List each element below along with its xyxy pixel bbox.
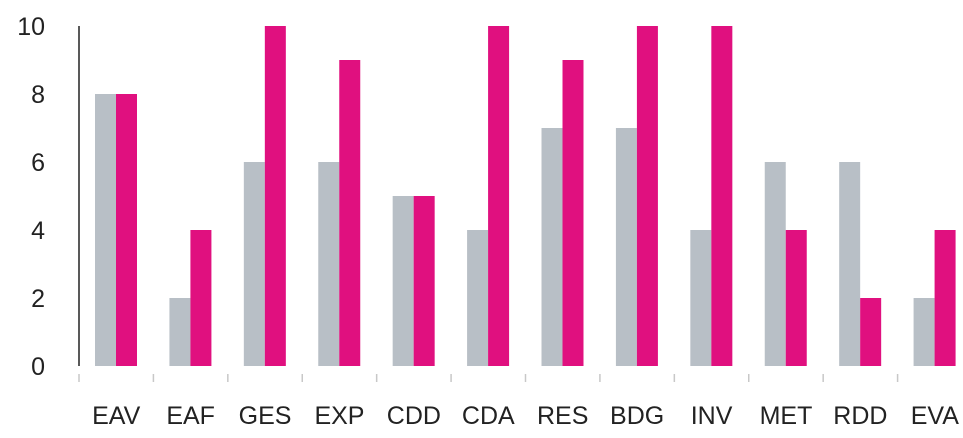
bar-ges-series-2 (264, 26, 286, 366)
x-tick-label: INV (691, 402, 733, 430)
bar-met-series-2 (785, 230, 807, 366)
bars-layer (95, 26, 956, 366)
bar-rdd-series-2 (860, 298, 882, 366)
x-tick-label: EXP (314, 402, 364, 430)
bar-res-series-1 (541, 128, 563, 366)
x-tick-label: CDA (462, 402, 515, 430)
y-tick-label: 0 (31, 353, 45, 381)
bar-eva-series-1 (913, 298, 935, 366)
bar-eav-series-1 (95, 94, 116, 366)
bar-eaf-series-2 (190, 230, 212, 366)
bar-exp-series-1 (318, 162, 340, 366)
bar-eaf-series-1 (169, 298, 191, 366)
x-tick-label: EAV (92, 402, 140, 430)
x-tick-label: RES (537, 402, 588, 430)
x-tick-label: MET (760, 402, 813, 430)
bar-eav-series-2 (116, 94, 137, 366)
y-tick-label: 6 (31, 149, 45, 177)
bar-inv-series-2 (711, 26, 733, 366)
bar-ges-series-1 (243, 162, 265, 366)
bar-bdg-series-2 (636, 26, 658, 366)
y-tick-label: 8 (31, 81, 45, 109)
bar-eva-series-2 (934, 230, 956, 366)
labels-layer: 0 2 4 6 8 10 EAV EAF GES EXP CDD CDA RES BDG INV MET RDD… (17, 13, 959, 430)
y-tick-label: 4 (31, 217, 45, 245)
axis-layer (78, 26, 899, 382)
bar-exp-series-2 (339, 60, 361, 366)
bar-cdd-series-1 (392, 196, 414, 366)
bar-cda-series-1 (467, 230, 489, 366)
y-tick-label: 10 (17, 13, 45, 41)
x-tick-label: BDG (610, 402, 664, 430)
bar-bdg-series-1 (615, 128, 637, 366)
x-tick-label: EVA (911, 402, 959, 430)
bar-cdd-series-2 (413, 196, 435, 366)
x-tick-label: EAF (166, 402, 215, 430)
x-tick-label: RDD (833, 402, 887, 430)
x-tick-label: CDD (387, 402, 441, 430)
bar-inv-series-1 (690, 230, 712, 366)
bar-rdd-series-1 (839, 162, 861, 366)
bar-res-series-2 (562, 60, 584, 366)
x-tick-label: GES (239, 402, 292, 430)
y-tick-label: 2 (31, 285, 45, 313)
bar-cda-series-2 (488, 26, 510, 366)
bar-met-series-1 (764, 162, 786, 366)
